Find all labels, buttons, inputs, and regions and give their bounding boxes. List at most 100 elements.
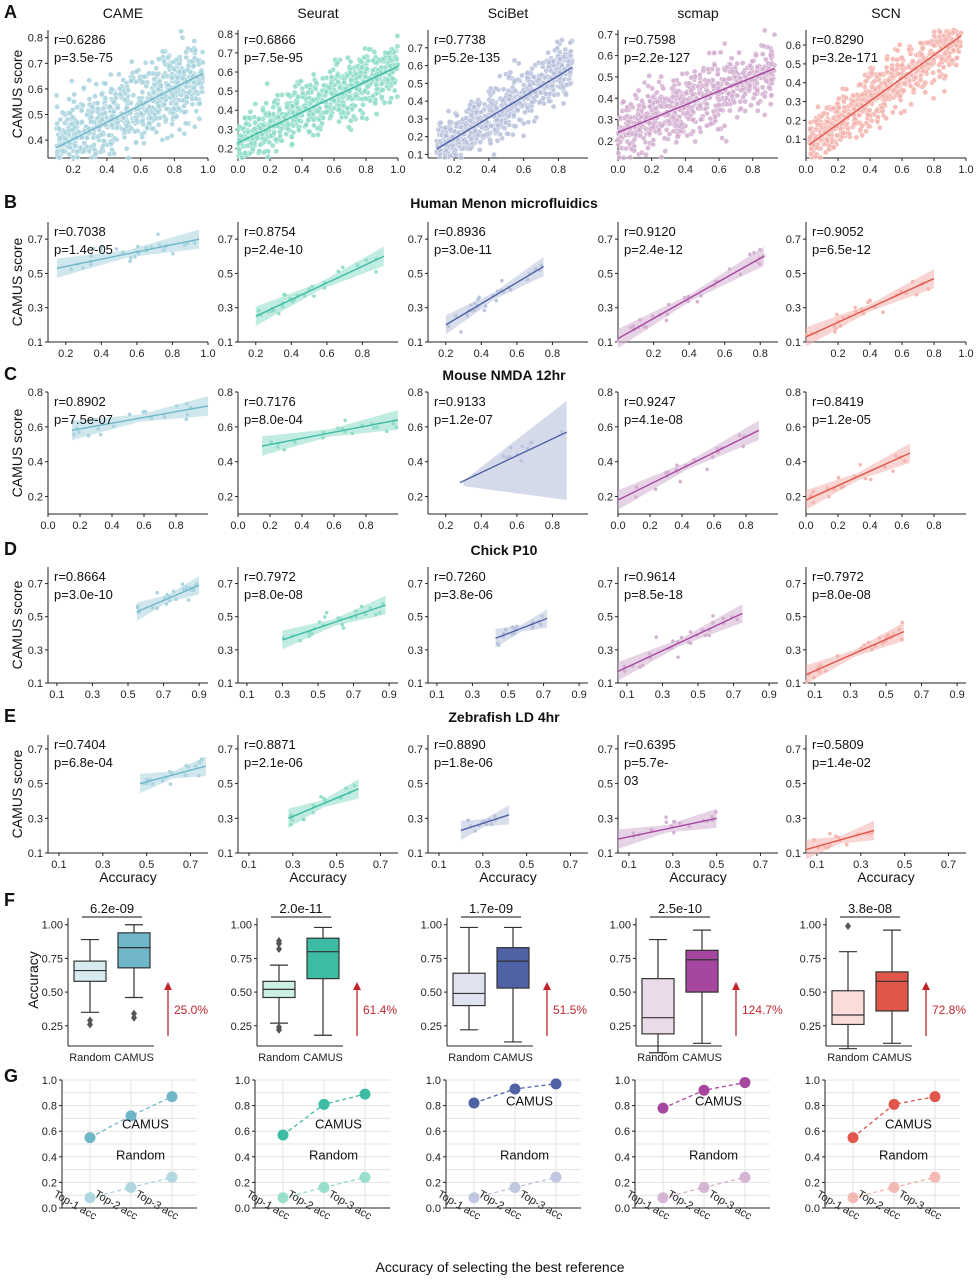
y-tick-label: 0.3 <box>408 114 423 126</box>
scatter-point <box>868 477 873 482</box>
scatter-point <box>644 325 649 330</box>
scatter-point <box>509 131 516 138</box>
scatter-point <box>910 58 916 64</box>
x-tick-label: 0.6 <box>326 520 341 532</box>
scatter-point <box>59 109 66 116</box>
series-point-camus <box>277 1129 289 1141</box>
y-tick-label: 0.8 <box>28 33 43 45</box>
scatter-point <box>481 101 488 108</box>
y-tick-label: 0.6 <box>598 422 613 434</box>
scatter-point <box>156 56 162 62</box>
series-label-random: Random <box>500 1147 549 1162</box>
x-tick-label: 0.4 <box>94 348 109 360</box>
p-value-label: 1.7e-09 <box>469 901 513 916</box>
x-tick-label: 0.4 <box>99 164 114 176</box>
panel-label-b: B <box>4 192 17 212</box>
scatter-point <box>336 106 342 113</box>
scatter-point <box>824 137 830 143</box>
box-camus <box>117 932 151 969</box>
scatter-point <box>861 312 866 316</box>
x-tick-label: Top-2 acc <box>855 1188 903 1222</box>
scatter-point <box>141 73 148 80</box>
scatter-point <box>374 270 378 274</box>
scatter-point <box>289 134 295 140</box>
row-title: Mouse NMDA 12hr <box>442 367 566 383</box>
x-tick-label: 0.0 <box>40 520 55 532</box>
scatter-point <box>84 135 90 141</box>
x-tick-label: 0.9 <box>761 689 776 701</box>
scatter-point <box>950 47 957 54</box>
scatter-point <box>884 69 890 75</box>
scatter-point <box>477 139 484 145</box>
y-tick-label: 0.5 <box>786 268 801 280</box>
scatter-point <box>487 140 494 147</box>
scatter-point <box>538 72 545 78</box>
y-tick-label: 0.4 <box>218 457 233 469</box>
y-tick-label: 0.5 <box>28 779 43 791</box>
scatter-point <box>446 119 453 125</box>
scatter-point <box>86 148 92 155</box>
x-tick-label: 0.1 <box>429 689 444 701</box>
x-tick-label: 0.8 <box>355 348 370 360</box>
series-point-camus <box>888 1098 900 1110</box>
y-tick-label: 1.00 <box>42 920 63 932</box>
scatter-point <box>931 77 937 84</box>
scatter-point <box>941 88 948 95</box>
x-tick-label: 0.6 <box>516 164 531 176</box>
scatter-point <box>749 58 756 65</box>
x-axis-label: Accuracy <box>669 869 727 885</box>
scatter-point <box>437 119 444 126</box>
y-tick-label: 0.2 <box>235 1177 250 1189</box>
scatter-point <box>868 92 875 99</box>
scatter-point <box>106 132 112 139</box>
scatter-point <box>56 125 62 132</box>
y-tick-label: 0.6 <box>786 422 801 434</box>
scatter-point <box>256 116 262 122</box>
scatter-point <box>246 115 253 121</box>
scatter-point <box>262 136 269 143</box>
y-tick-label: 0.3 <box>786 303 801 315</box>
scatter-point <box>467 117 474 124</box>
scatter-point <box>149 416 154 421</box>
boxplot-panel-scn: 0.25 0.50 0.75 1.00 Random CAMUS 3.8e-08 72.8% <box>800 901 967 1064</box>
scatter-point <box>664 815 668 819</box>
series-label-random: Random <box>879 1147 928 1162</box>
x-tick-label: 0.6 <box>894 164 909 176</box>
scatter-point <box>501 454 506 458</box>
scatter-point <box>320 115 327 121</box>
regression-line <box>805 277 935 338</box>
scatter-point <box>84 111 90 118</box>
scatter-point <box>565 62 571 69</box>
scatter-point <box>341 265 345 270</box>
scatter-point <box>328 112 334 119</box>
scatter-point <box>828 832 832 836</box>
correlation-p: p=6.8e-04 <box>54 755 113 770</box>
scatter-panel-scibet: 0.1 0.3 0.5 0.7 0.1 0.3 0.5 0.7 0.9 r=0.7260 p=3.8… <box>408 567 588 701</box>
scatter-point <box>531 118 538 125</box>
scatter-point <box>856 112 862 119</box>
scatter-point <box>738 272 743 277</box>
scatter-point <box>942 50 949 56</box>
scatter-point <box>639 98 645 104</box>
scatter-point <box>850 98 856 105</box>
scatter-point <box>111 150 117 157</box>
scatter-point <box>483 304 488 309</box>
x-tick-label: 0.6 <box>129 348 144 360</box>
scatter-point <box>69 267 74 272</box>
scatter-point <box>487 85 494 92</box>
scatter-point <box>620 155 627 161</box>
scatter-point <box>759 84 766 91</box>
box-random <box>831 990 865 1026</box>
x-tick-label: Top-2 acc <box>665 1188 713 1222</box>
scatter-point <box>567 52 574 59</box>
scatter-point <box>519 72 525 79</box>
x-tick-label: 0.0 <box>610 520 625 532</box>
scatter-point <box>658 103 664 110</box>
scatter-point <box>162 248 166 252</box>
scatter-point <box>317 620 322 624</box>
y-tick-label: 0.3 <box>598 303 613 315</box>
y-tick-label: 0.4 <box>786 78 801 90</box>
scatter-point <box>443 147 449 154</box>
x-tick-label: 1.0 <box>200 348 215 360</box>
scatter-point <box>525 277 530 282</box>
